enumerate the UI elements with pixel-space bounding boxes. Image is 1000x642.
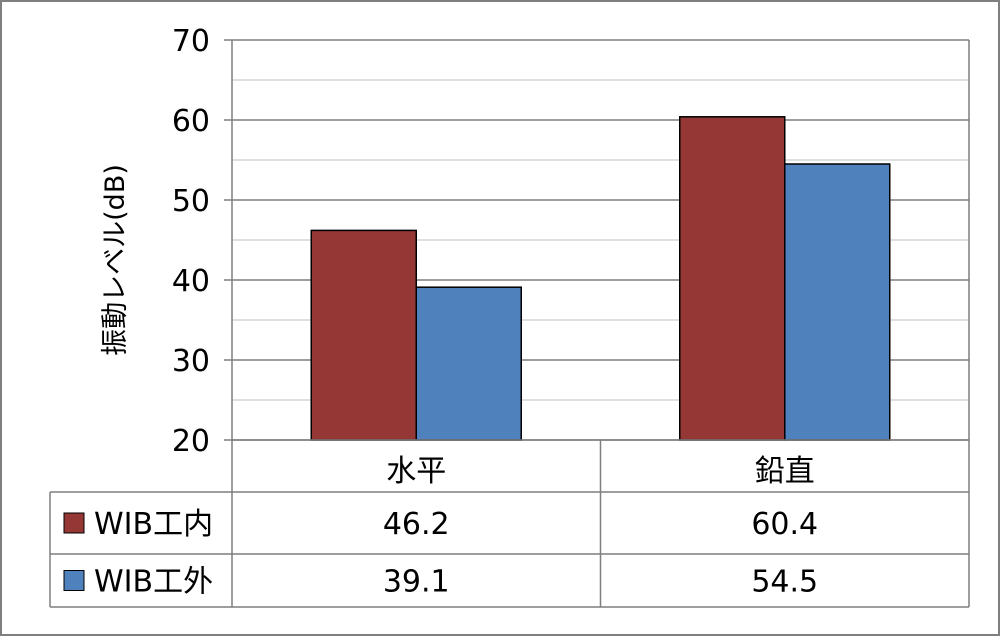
y-tick-label: 20 (172, 424, 210, 459)
legend-label: WIB工外 (94, 565, 213, 600)
legend-label: WIB工内 (94, 507, 213, 542)
y-tick-label: 30 (172, 344, 210, 379)
y-tick-label: 60 (172, 104, 210, 139)
bars (310, 116, 891, 441)
y-tick-label: 40 (172, 264, 210, 299)
bar-1-2 (679, 116, 786, 441)
y-tick-label: 70 (172, 24, 210, 59)
y-tick-label: 50 (172, 184, 210, 219)
y-axis: 20 30 40 50 60 70 (172, 24, 233, 459)
x-category-label: 鉛直 (755, 454, 815, 489)
table-value: 60.4 (751, 507, 818, 542)
bar-2-1 (415, 286, 522, 441)
y-axis-label: 振動レベル(dB) (100, 164, 131, 356)
legend-swatch (63, 512, 85, 534)
bar-1-1 (310, 229, 417, 441)
table-value: 39.1 (383, 565, 450, 600)
table-value: 54.5 (751, 565, 818, 600)
table-value: 46.2 (383, 507, 450, 542)
bar-2-2 (784, 163, 891, 441)
legend-swatch (63, 570, 85, 591)
data-table: 水平 鉛直 WIB工内 46.2 60.4 WIB工外 39.1 54.5 (49, 439, 970, 608)
x-category-label: 水平 (386, 454, 446, 489)
